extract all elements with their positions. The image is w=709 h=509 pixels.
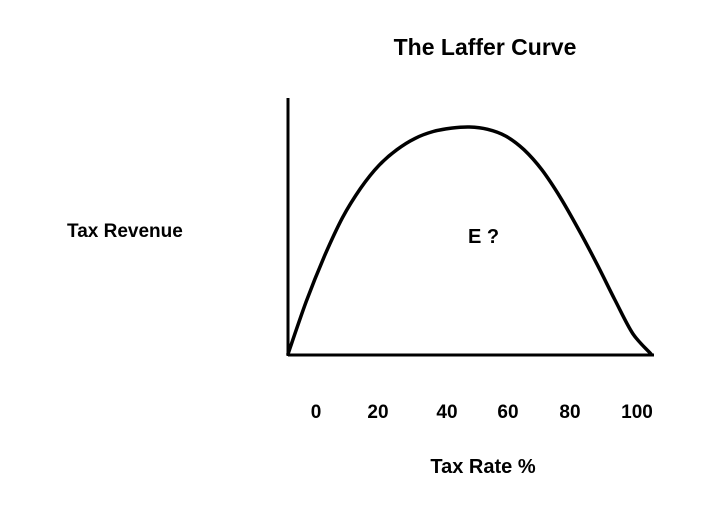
x-tick-label: 40	[436, 402, 457, 423]
x-axis-label: Tax Rate %	[430, 456, 535, 478]
x-tick-label: 0	[311, 402, 322, 423]
x-tick-label: 20	[367, 402, 388, 423]
x-tick-label: 80	[559, 402, 580, 423]
x-tick-labels: 0 20 40 60 80 100	[311, 402, 653, 423]
curve-annotation: E ?	[468, 226, 499, 248]
x-tick-label: 60	[497, 402, 518, 423]
laffer-curve-line	[286, 125, 653, 356]
chart-title: The Laffer Curve	[394, 34, 577, 60]
y-axis-label: Tax Revenue	[67, 221, 183, 242]
x-tick-label: 100	[621, 402, 653, 423]
